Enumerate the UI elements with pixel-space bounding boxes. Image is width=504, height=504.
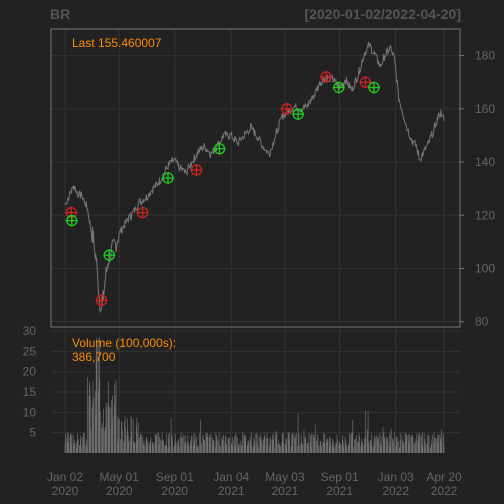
- price-tick-label: 180: [475, 49, 495, 63]
- volume-tick-label: 25: [23, 344, 37, 358]
- sell-marker: [136, 206, 149, 219]
- volume-tick-label: 5: [29, 426, 36, 440]
- trade-markers: [65, 70, 380, 307]
- volume-bars: [64, 337, 445, 453]
- date-tick-label: Sep 01: [321, 470, 359, 484]
- buy-marker: [213, 142, 226, 155]
- sell-marker: [359, 76, 372, 89]
- sell-marker: [95, 294, 108, 307]
- date-tick-label: Sep 01: [156, 470, 194, 484]
- buy-marker: [65, 214, 78, 227]
- date-tick-year: 2020: [52, 484, 79, 498]
- panel-frames: [50, 28, 461, 328]
- date-tick-year: 2021: [272, 484, 299, 498]
- price-panel-frame: [50, 28, 461, 328]
- sell-marker: [280, 102, 293, 115]
- price-gridlines: [51, 29, 460, 453]
- date-tick-year: 2020: [106, 484, 133, 498]
- price-series: [64, 41, 445, 314]
- date-tick-label: May 01: [100, 470, 140, 484]
- volume-tick-label: 10: [23, 405, 37, 419]
- last-price-label: Last 155.460007: [72, 36, 162, 50]
- date-tick-label: May 03: [265, 470, 305, 484]
- date-tick-year: 2022: [431, 484, 458, 498]
- volume-last-value: 386,700: [72, 350, 116, 364]
- price-line: [64, 41, 445, 314]
- chart-date-range: [2020-01-02/2022-04-20]: [305, 6, 461, 22]
- price-axis: 80 100 120 140 160 180: [460, 49, 495, 329]
- date-tick-label: Jan 02: [47, 470, 83, 484]
- price-tick-label: 80: [475, 315, 489, 329]
- date-tick-label: Jan 04: [213, 470, 249, 484]
- volume-tick-label: 20: [23, 365, 37, 379]
- date-tick-label: Jan 03: [378, 470, 414, 484]
- date-tick-year: 2022: [382, 484, 409, 498]
- buy-marker: [292, 108, 305, 121]
- date-tick-year: 2021: [326, 484, 353, 498]
- buy-marker: [161, 172, 174, 184]
- volume-gridlines: [51, 330, 460, 434]
- price-tick-label: 140: [475, 155, 495, 169]
- sell-marker: [320, 70, 333, 83]
- volume-tick-label: 15: [23, 385, 37, 399]
- price-tick-label: 100: [475, 261, 495, 275]
- price-tick-label: 160: [475, 102, 495, 116]
- date-tick-year: 2021: [218, 484, 245, 498]
- date-tick-year: 2020: [161, 484, 188, 498]
- buy-marker: [367, 81, 380, 94]
- volume-label: Volume (100,000s):: [72, 336, 176, 350]
- date-tick-label: Apr 20: [426, 470, 462, 484]
- sell-marker: [190, 164, 203, 177]
- buy-marker: [332, 81, 345, 94]
- volume-tick-label: 30: [23, 324, 37, 338]
- chart-symbol: BR: [50, 6, 70, 22]
- price-tick-label: 120: [475, 208, 495, 222]
- volume-axis: 5 10 15 20 25 30: [23, 324, 37, 440]
- buy-marker: [103, 249, 116, 262]
